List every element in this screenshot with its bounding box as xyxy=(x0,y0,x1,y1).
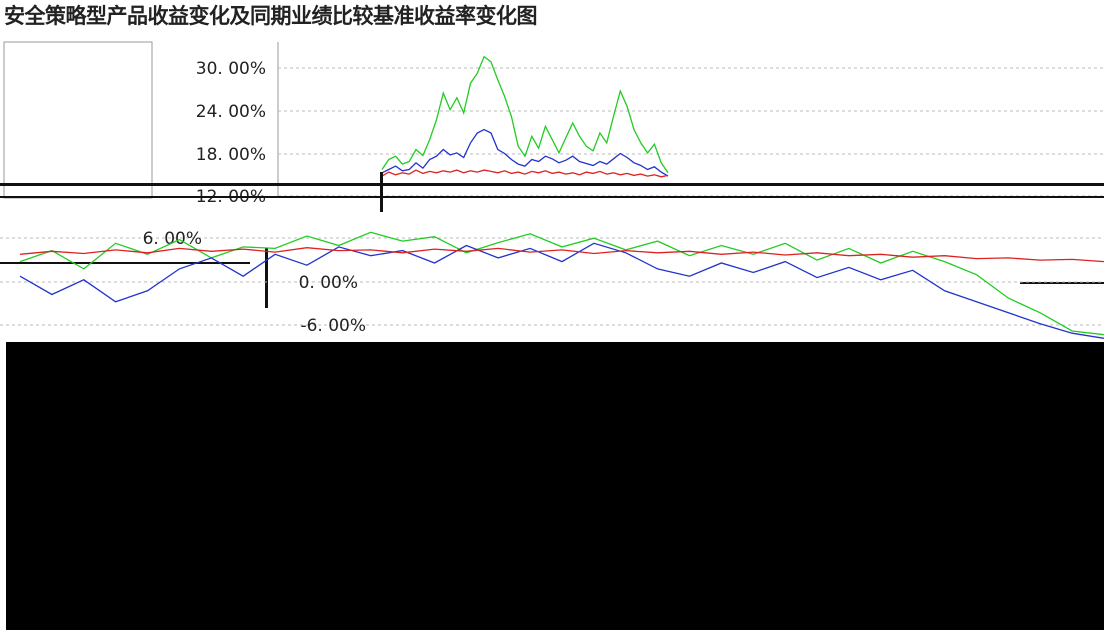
scan-band xyxy=(0,262,250,264)
y-tick-label: 24. 00% xyxy=(196,102,266,122)
scan-band xyxy=(380,172,383,212)
lower-gridlines xyxy=(0,237,1104,326)
series-line xyxy=(19,231,1104,336)
left-frame xyxy=(3,41,153,199)
y-tick-label: 30. 00% xyxy=(196,59,266,79)
y-tick-label: 0. 00% xyxy=(299,273,358,293)
scan-band xyxy=(0,183,1104,186)
series-line xyxy=(381,55,669,174)
series-line xyxy=(19,247,1104,263)
upper-gridlines xyxy=(278,67,1104,197)
chart-title: 安全策略型产品收益变化及同期业绩比较基准收益率变化图 xyxy=(4,4,538,28)
scan-band xyxy=(0,196,1104,198)
y-tick-label: 18. 00% xyxy=(196,145,266,165)
y-tick-label: 6. 00% xyxy=(143,229,202,249)
series-line xyxy=(19,242,1104,339)
y-tick-label: -6. 00% xyxy=(300,316,366,336)
series-line xyxy=(381,128,669,177)
black-band xyxy=(6,342,1104,630)
scan-band xyxy=(1020,282,1104,284)
series-line xyxy=(381,169,669,178)
scan-band xyxy=(265,248,268,308)
upper-series-lines xyxy=(381,55,669,178)
upper-y-tick-labels: 30. 00%24. 00%18. 00%12. 00% xyxy=(196,59,266,207)
lower-series-lines xyxy=(19,231,1104,339)
